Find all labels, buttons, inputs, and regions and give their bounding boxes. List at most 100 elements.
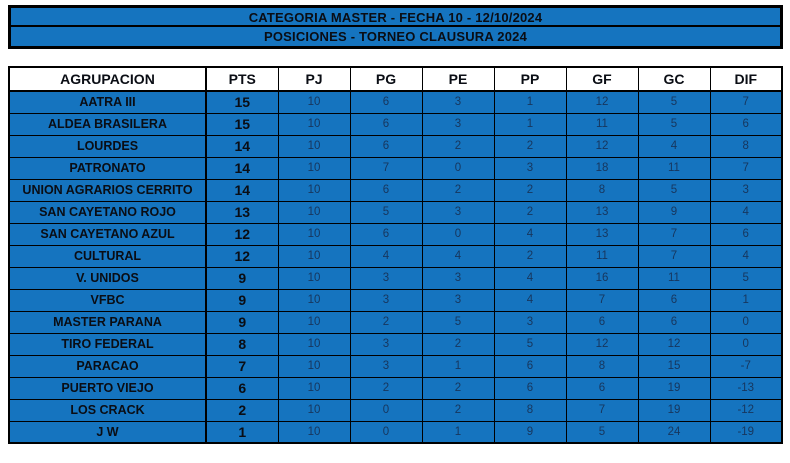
stat-cell-gf: 11 <box>565 112 639 136</box>
stat-cell-pe: 1 <box>421 420 495 444</box>
stat-cell-pp: 2 <box>493 200 567 224</box>
stat-cell-gc: 6 <box>637 288 711 312</box>
stat-cell-pj: 10 <box>277 200 351 224</box>
stat-cell-pj: 10 <box>277 310 351 334</box>
stat-cell-pts: 14 <box>205 178 279 202</box>
stat-cell-gc: 5 <box>637 112 711 136</box>
team-name: PATRONATO <box>8 156 207 180</box>
stat-cell-pp: 8 <box>493 398 567 422</box>
team-name: V. UNIDOS <box>8 266 207 290</box>
stat-cell-pts: 15 <box>205 90 279 114</box>
table-header-row: AGRUPACION PTS PJ PG PE PP GF GC DIF <box>8 66 783 92</box>
stat-cell-pg: 5 <box>349 200 423 224</box>
table-row: SAN CAYETANO AZUL 12 10 6 0 4 13 7 6 <box>8 222 783 246</box>
stat-cell-pe: 2 <box>421 178 495 202</box>
stat-cell-pe: 3 <box>421 288 495 312</box>
stat-cell-pe: 1 <box>421 354 495 378</box>
column-header-pe: PE <box>421 66 495 92</box>
stat-cell-gf: 7 <box>565 398 639 422</box>
stat-cell-gf: 8 <box>565 178 639 202</box>
stat-cell-pp: 6 <box>493 376 567 400</box>
stat-cell-pg: 0 <box>349 398 423 422</box>
stat-cell-gc: 19 <box>637 376 711 400</box>
stat-cell-dif: 7 <box>709 90 783 114</box>
table-row: J W 1 10 0 1 9 5 24 -19 <box>8 420 783 444</box>
stat-cell-dif: -12 <box>709 398 783 422</box>
stat-cell-pp: 1 <box>493 90 567 114</box>
stat-cell-pj: 10 <box>277 398 351 422</box>
stat-cell-dif: -19 <box>709 420 783 444</box>
column-header-dif: DIF <box>709 66 783 92</box>
stat-cell-pp: 1 <box>493 112 567 136</box>
team-name: LOURDES <box>8 134 207 158</box>
stat-cell-pe: 3 <box>421 200 495 224</box>
stat-cell-pj: 10 <box>277 222 351 246</box>
stat-cell-pts: 12 <box>205 244 279 268</box>
team-name: PARACAO <box>8 354 207 378</box>
standings-section: AGRUPACION PTS PJ PG PE PP GF GC DIF AATRA III 15… <box>8 66 783 444</box>
stat-cell-pj: 10 <box>277 156 351 180</box>
stat-cell-pe: 3 <box>421 90 495 114</box>
stat-cell-pg: 3 <box>349 332 423 356</box>
stat-cell-pp: 5 <box>493 332 567 356</box>
table-row: AATRA III 15 10 6 3 1 12 5 7 <box>8 90 783 114</box>
stat-cell-pg: 6 <box>349 134 423 158</box>
column-header-gf: GF <box>565 66 639 92</box>
stat-cell-pts: 9 <box>205 266 279 290</box>
stat-cell-pj: 10 <box>277 178 351 202</box>
stat-cell-gf: 13 <box>565 222 639 246</box>
stat-cell-dif: 0 <box>709 332 783 356</box>
stat-cell-pj: 10 <box>277 134 351 158</box>
stat-cell-gc: 4 <box>637 134 711 158</box>
stat-cell-gc: 11 <box>637 266 711 290</box>
team-name: SAN CAYETANO AZUL <box>8 222 207 246</box>
stat-cell-pe: 2 <box>421 398 495 422</box>
stat-cell-pg: 3 <box>349 354 423 378</box>
stat-cell-dif: 7 <box>709 156 783 180</box>
column-header-pp: PP <box>493 66 567 92</box>
stat-cell-pp: 2 <box>493 244 567 268</box>
stat-cell-pe: 0 <box>421 222 495 246</box>
stat-cell-gf: 16 <box>565 266 639 290</box>
table-row: VFBC 9 10 3 3 4 7 6 1 <box>8 288 783 312</box>
stat-cell-gf: 8 <box>565 354 639 378</box>
stat-cell-gf: 12 <box>565 332 639 356</box>
column-header-pts: PTS <box>205 66 279 92</box>
stat-cell-gc: 24 <box>637 420 711 444</box>
stat-cell-pts: 9 <box>205 288 279 312</box>
stat-cell-dif: 5 <box>709 266 783 290</box>
table-row: LOURDES 14 10 6 2 2 12 4 8 <box>8 134 783 158</box>
stat-cell-pj: 10 <box>277 354 351 378</box>
stat-cell-pp: 4 <box>493 266 567 290</box>
column-header-agrupacion: AGRUPACION <box>8 66 207 92</box>
stat-cell-pg: 2 <box>349 376 423 400</box>
stat-cell-gf: 7 <box>565 288 639 312</box>
column-header-pj: PJ <box>277 66 351 92</box>
table-row: UNION AGRARIOS CERRITO 14 10 6 2 2 8 5 3 <box>8 178 783 202</box>
stat-cell-gc: 7 <box>637 222 711 246</box>
banner-line-1: CATEGORIA MASTER - FECHA 10 - 12/10/2024 <box>11 8 780 27</box>
column-header-gc: GC <box>637 66 711 92</box>
team-name: UNION AGRARIOS CERRITO <box>8 178 207 202</box>
stat-cell-gf: 12 <box>565 134 639 158</box>
stat-cell-pg: 3 <box>349 266 423 290</box>
stat-cell-dif: -13 <box>709 376 783 400</box>
stat-cell-gf: 6 <box>565 310 639 334</box>
stat-cell-pp: 2 <box>493 178 567 202</box>
stat-cell-dif: 6 <box>709 112 783 136</box>
stat-cell-pp: 4 <box>493 288 567 312</box>
stat-cell-pj: 10 <box>277 332 351 356</box>
table-row: PATRONATO 14 10 7 0 3 18 11 7 <box>8 156 783 180</box>
stat-cell-pts: 6 <box>205 376 279 400</box>
stat-cell-pe: 5 <box>421 310 495 334</box>
stat-cell-pp: 4 <box>493 222 567 246</box>
stat-cell-dif: 3 <box>709 178 783 202</box>
stat-cell-gf: 12 <box>565 90 639 114</box>
stat-cell-dif: -7 <box>709 354 783 378</box>
stat-cell-gc: 15 <box>637 354 711 378</box>
stat-cell-gc: 6 <box>637 310 711 334</box>
stat-cell-dif: 6 <box>709 222 783 246</box>
stat-cell-pj: 10 <box>277 376 351 400</box>
team-name: AATRA III <box>8 90 207 114</box>
stat-cell-pj: 10 <box>277 90 351 114</box>
